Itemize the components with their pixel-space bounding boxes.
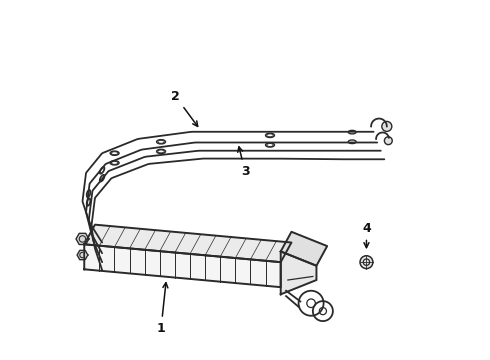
- Circle shape: [382, 121, 392, 131]
- Circle shape: [360, 256, 373, 269]
- Text: 4: 4: [362, 222, 371, 248]
- Polygon shape: [84, 244, 281, 287]
- Text: 3: 3: [238, 147, 249, 177]
- Polygon shape: [77, 250, 88, 260]
- Text: 1: 1: [157, 283, 168, 335]
- Polygon shape: [281, 232, 327, 266]
- Polygon shape: [76, 233, 89, 244]
- Text: 2: 2: [171, 90, 197, 126]
- Polygon shape: [84, 225, 292, 262]
- Polygon shape: [281, 251, 317, 294]
- Circle shape: [384, 137, 392, 145]
